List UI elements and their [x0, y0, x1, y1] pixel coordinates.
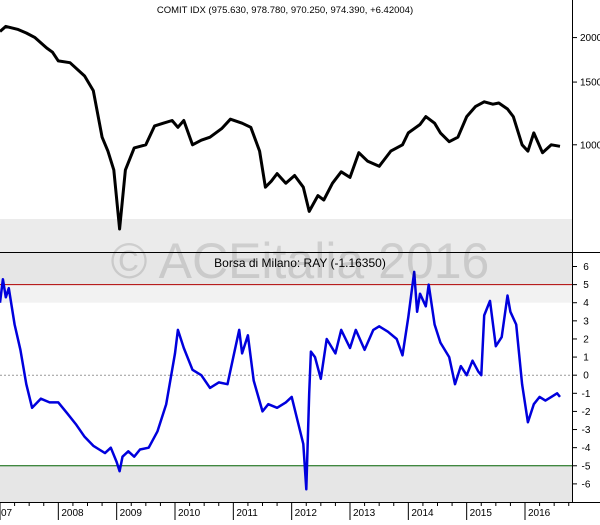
price-panel-title: COMIT IDX (975.630, 978.780, 970.250, 97…: [157, 5, 413, 16]
x-axis-tick-label: 2016: [528, 508, 551, 519]
x-axis-tick-label: 2014: [411, 508, 434, 519]
watermark-text: © ACEitalia 2016: [111, 233, 490, 289]
ray-y-tick-label: -1: [582, 389, 591, 400]
ray-y-tick-label: -3: [582, 425, 591, 436]
ray-series-line: [0, 270, 561, 491]
price-panel: COMIT IDX (975.630, 978.780, 970.250, 97…: [0, 0, 600, 252]
ray-y-tick-label: -6: [582, 479, 591, 490]
price-y-axis-ticks: 1000 1500 2000: [572, 33, 600, 151]
price-y-tick-label: 2000: [580, 33, 600, 44]
x-axis-tick-label: 07: [1, 508, 13, 519]
ray-upper-band: [0, 252, 572, 285]
ray-y-tick-label: 6: [583, 262, 589, 273]
ray-panel-title: Borsa di Milano: RAY (-1.16350): [214, 256, 386, 270]
ray-y-axis-ticks: -6 -5 -4 -3 -2 -1 0 1 2 3 4 5 6: [572, 262, 591, 490]
x-axis-ticks: 07 2008 2009 2010 2011 2012 2013 2014 2015 2016: [0, 502, 570, 520]
ray-y-tick-label: -5: [582, 461, 591, 472]
ray-y-tick-label: 1: [583, 353, 589, 364]
x-axis-tick-label: 2010: [178, 508, 201, 519]
price-y-tick-label: 1500: [580, 78, 600, 89]
ray-y-tick-label: 4: [583, 298, 589, 309]
price-series-group: [0, 24, 561, 231]
x-axis-tick-label: 2013: [353, 508, 376, 519]
ray-panel-bands: [0, 252, 572, 502]
ray-y-tick-label: 3: [583, 316, 589, 327]
x-axis-tick-label: 2008: [61, 508, 84, 519]
price-panel-band: [0, 219, 572, 252]
ray-y-tick-label: 0: [583, 371, 589, 382]
ray-y-tick-label: -2: [582, 407, 591, 418]
ray-series-group: [0, 270, 561, 491]
ray-y-tick-label: 5: [583, 280, 589, 291]
ray-y-tick-label: -4: [582, 443, 591, 454]
price-y-tick-label: 1000: [580, 140, 600, 151]
ray-reference-lines: [0, 284, 572, 467]
price-series-line: [0, 24, 561, 231]
x-axis-tick-label: 2015: [470, 508, 493, 519]
x-axis-tick-label: 2009: [120, 508, 143, 519]
ray-panel: Borsa di Milano: RAY (-1.16350) -6 -5 -4 -3…: [0, 252, 591, 502]
price-panel-background: [0, 0, 572, 252]
ray-y-tick-label: 2: [583, 334, 589, 345]
x-axis-tick-label: 2012: [295, 508, 318, 519]
x-axis-tick-label: 2011: [236, 508, 258, 519]
ray-lower-band: [0, 465, 572, 502]
